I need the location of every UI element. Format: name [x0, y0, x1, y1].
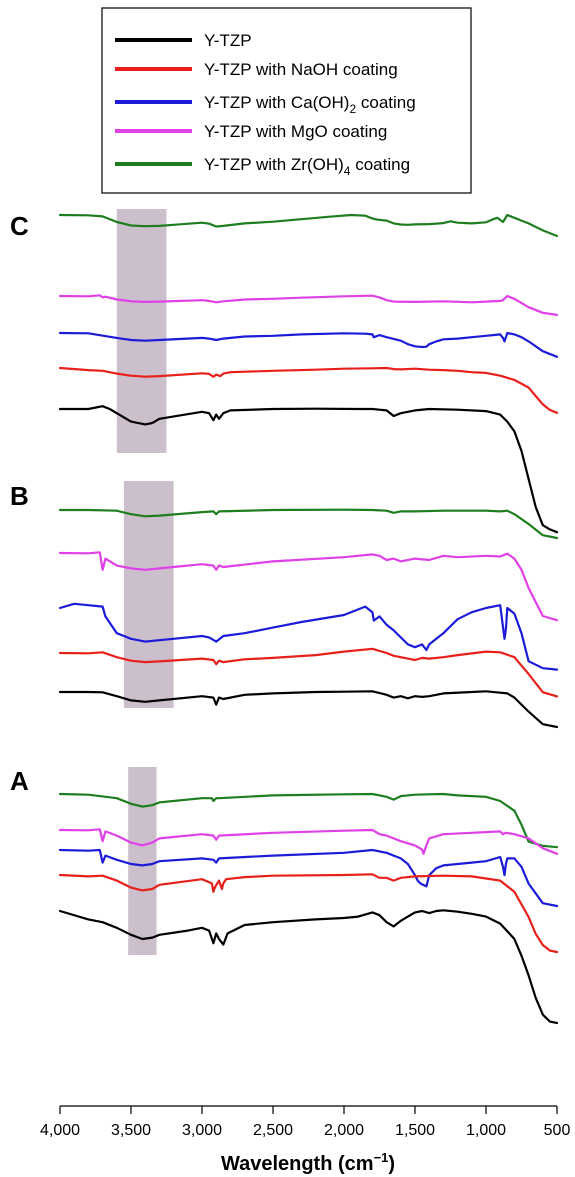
legend-label-3: Y-TZP with MgO coating	[204, 122, 387, 141]
legend-label-2: Y-TZP with Ca(OH)2 coating	[204, 93, 416, 116]
x-tick-label-0: 4,000	[40, 1122, 80, 1139]
series-line-b-mgo	[58, 551, 559, 622]
legend-label-main-1: Y-TZP with NaOH coating	[204, 60, 398, 79]
spectra-series	[58, 213, 559, 1025]
series-line-c-zroh4	[58, 213, 559, 238]
legend-label-sub-4: 4	[344, 164, 351, 178]
series-line-a-caoh2	[58, 848, 559, 908]
x-tick-label-7: 500	[544, 1122, 571, 1139]
x-tick-label-6: 1,000	[466, 1122, 506, 1139]
legend-label-sub-2: 2	[349, 102, 356, 116]
legend: Y-TZP Y-TZP with NaOH coating Y-TZP with C…	[101, 7, 472, 194]
x-axis: 4,000 3,500 3,000 2,500 2,000 1,500 1,000 500 W…	[40, 1105, 570, 1175]
legend-label-1: Y-TZP with NaOH coating	[204, 60, 398, 79]
legend-items: Y-TZP Y-TZP with NaOH coating Y-TZP with C…	[115, 31, 416, 178]
series-line-b-y-tzp	[58, 690, 559, 729]
x-tick-label-2: 3,000	[182, 1122, 222, 1139]
x-tick-label-3: 2,500	[253, 1122, 293, 1139]
panel-label-b: B	[10, 481, 29, 511]
legend-label-main-4: Y-TZP with Zr(OH)	[204, 155, 344, 174]
x-tick-label-4: 2,000	[324, 1122, 364, 1139]
series-line-c-y-tzp	[58, 405, 559, 534]
x-tick-label-1: 3,500	[111, 1122, 151, 1139]
highlight-band-b	[123, 481, 174, 708]
series-line-b-zroh4	[58, 508, 559, 540]
series-line-a-mgo	[58, 828, 559, 855]
legend-label-0: Y-TZP	[204, 31, 252, 50]
x-axis-title-superscript: −1	[374, 1150, 389, 1165]
x-tick-label-5: 1,500	[395, 1122, 435, 1139]
legend-label-tail-2: coating	[356, 93, 416, 112]
series-line-a-y-tzp	[58, 909, 559, 1025]
legend-label-tail-4: coating	[350, 155, 410, 174]
highlight-bands	[116, 209, 174, 955]
series-line-a-zroh4	[58, 792, 559, 849]
legend-label-main-3: Y-TZP with MgO coating	[204, 122, 387, 141]
x-axis-title-text: Wavelength (cm	[221, 1153, 374, 1175]
series-line-a-naoh	[58, 873, 559, 954]
legend-label-4: Y-TZP with Zr(OH)4 coating	[204, 155, 410, 178]
highlight-band-c	[116, 209, 167, 453]
series-line-c-caoh2	[58, 331, 559, 358]
x-axis-title: Wavelength (cm−1)	[221, 1150, 395, 1175]
series-line-b-caoh2	[58, 602, 559, 671]
x-axis-ticks: 4,000 3,500 3,000 2,500 2,000 1,500 1,000 500	[40, 1106, 570, 1139]
legend-label-main-0: Y-TZP	[204, 31, 252, 50]
series-line-c-naoh	[58, 366, 559, 414]
panel-label-c: C	[10, 211, 29, 241]
series-line-b-naoh	[58, 647, 559, 698]
legend-label-main-2: Y-TZP with Ca(OH)	[204, 93, 349, 112]
highlight-band-a	[128, 767, 157, 955]
x-axis-title-close: )	[388, 1153, 395, 1175]
panel-label-a: A	[10, 766, 29, 796]
panel-labels: C B A	[10, 211, 29, 796]
series-line-c-mgo	[58, 294, 559, 316]
